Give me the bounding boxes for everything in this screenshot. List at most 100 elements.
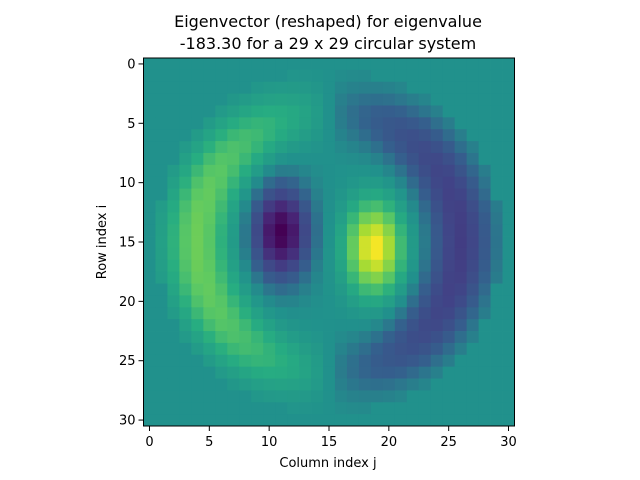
heatmap-cell: [251, 402, 264, 415]
heatmap-cell: [311, 176, 324, 189]
heatmap-cell: [167, 81, 180, 95]
heatmap-cell: [227, 259, 240, 273]
heatmap-cell: [454, 295, 468, 308]
heatmap-cell: [251, 176, 264, 189]
heatmap-cell: [442, 236, 456, 249]
heatmap-cell: [358, 129, 372, 142]
heatmap-cell: [251, 129, 264, 142]
heatmap-cell: [394, 236, 408, 249]
heatmap-cell: [406, 164, 420, 178]
heatmap-cell: [311, 331, 324, 344]
heatmap-cell: [143, 212, 156, 225]
heatmap-cell: [167, 331, 180, 344]
heatmap-cell: [394, 259, 408, 273]
heatmap-cell: [502, 200, 515, 213]
heatmap-cell: [287, 378, 300, 391]
heatmap-cell: [466, 366, 479, 379]
heatmap-cell: [478, 129, 491, 142]
heatmap-cell: [430, 200, 444, 213]
heatmap-cell: [490, 93, 503, 106]
heatmap-cell: [251, 224, 264, 237]
heatmap-cell: [334, 295, 348, 308]
heatmap-cell: [454, 259, 468, 273]
heatmap-cell: [478, 117, 491, 130]
heatmap-cell: [323, 271, 336, 284]
heatmap-cell: [275, 105, 288, 118]
heatmap-cell: [478, 354, 491, 368]
heatmap-cell: [442, 176, 456, 189]
heatmap-cell: [442, 188, 456, 201]
heatmap-cell: [418, 58, 432, 71]
heatmap-cell: [323, 152, 336, 166]
heatmap-cell: [167, 259, 180, 273]
heatmap-cell: [179, 331, 192, 344]
heatmap-cell: [203, 259, 216, 273]
heatmap-cell: [275, 93, 288, 106]
heatmap-cell: [299, 342, 312, 356]
heatmap-cell: [287, 69, 300, 83]
heatmap-cell: [299, 200, 312, 213]
heatmap-cell: [215, 271, 228, 284]
heatmap-cell: [215, 69, 228, 83]
heatmap-cell: [418, 200, 432, 213]
heatmap-cell: [490, 236, 503, 249]
heatmap-cell: [203, 414, 216, 427]
heatmap-cell: [334, 390, 348, 403]
heatmap-cell: [311, 354, 324, 368]
heatmap-cell: [263, 93, 276, 106]
heatmap-cell: [239, 81, 252, 95]
heatmap-cell: [502, 259, 515, 273]
heatmap-cell: [478, 271, 491, 284]
x-tick-label: 25: [440, 435, 457, 450]
heatmap-cell: [227, 152, 240, 166]
heatmap-cell: [203, 331, 216, 344]
heatmap-cell: [442, 129, 456, 142]
heatmap-cell: [323, 366, 336, 379]
heatmap-cell: [263, 152, 276, 166]
heatmap-cell: [143, 236, 156, 249]
heatmap-cell: [263, 81, 276, 95]
heatmap-cell: [454, 342, 468, 356]
heatmap-cell: [263, 402, 276, 415]
heatmap-cell: [203, 212, 216, 225]
heatmap-cell: [179, 176, 192, 189]
heatmap-cell: [466, 259, 479, 273]
heatmap-cell: [215, 117, 228, 130]
x-tick-label: 20: [381, 435, 398, 450]
heatmap-cell: [370, 319, 384, 332]
heatmap-cell: [370, 188, 384, 201]
heatmap-cell: [502, 188, 515, 201]
heatmap-cell: [442, 402, 456, 415]
heatmap-cell: [191, 414, 204, 427]
heatmap-cell: [167, 212, 180, 225]
heatmap-cell: [263, 307, 276, 320]
heatmap-cell: [406, 414, 420, 427]
heatmap-cell: [299, 224, 312, 237]
heatmap-cell: [466, 164, 479, 178]
heatmap-cell: [502, 378, 515, 391]
heatmap-cell: [287, 271, 300, 284]
heatmap-cell: [323, 200, 336, 213]
heatmap-cell: [143, 319, 156, 332]
heatmap-cell: [346, 236, 360, 249]
heatmap-cell: [382, 152, 396, 166]
heatmap-cell: [287, 129, 300, 142]
heatmap-cell: [323, 331, 336, 344]
heatmap-cell: [191, 378, 204, 391]
heatmap-cell: [418, 402, 432, 415]
heatmap-cell: [143, 283, 156, 296]
heatmap-cell: [502, 247, 515, 261]
heatmap-cell: [406, 366, 420, 379]
heatmap-cell: [179, 69, 192, 83]
heatmap-cell: [418, 331, 432, 344]
heatmap-cell: [406, 319, 420, 332]
heatmap-cell: [287, 259, 300, 273]
heatmap-cell: [382, 414, 396, 427]
heatmap-cell: [334, 378, 348, 391]
heatmap-cell: [490, 271, 503, 284]
heatmap-cell: [179, 271, 192, 284]
heatmap-cell: [370, 331, 384, 344]
heatmap-cell: [311, 93, 324, 106]
heatmap-cell: [215, 58, 228, 71]
heatmap-cell: [299, 259, 312, 273]
